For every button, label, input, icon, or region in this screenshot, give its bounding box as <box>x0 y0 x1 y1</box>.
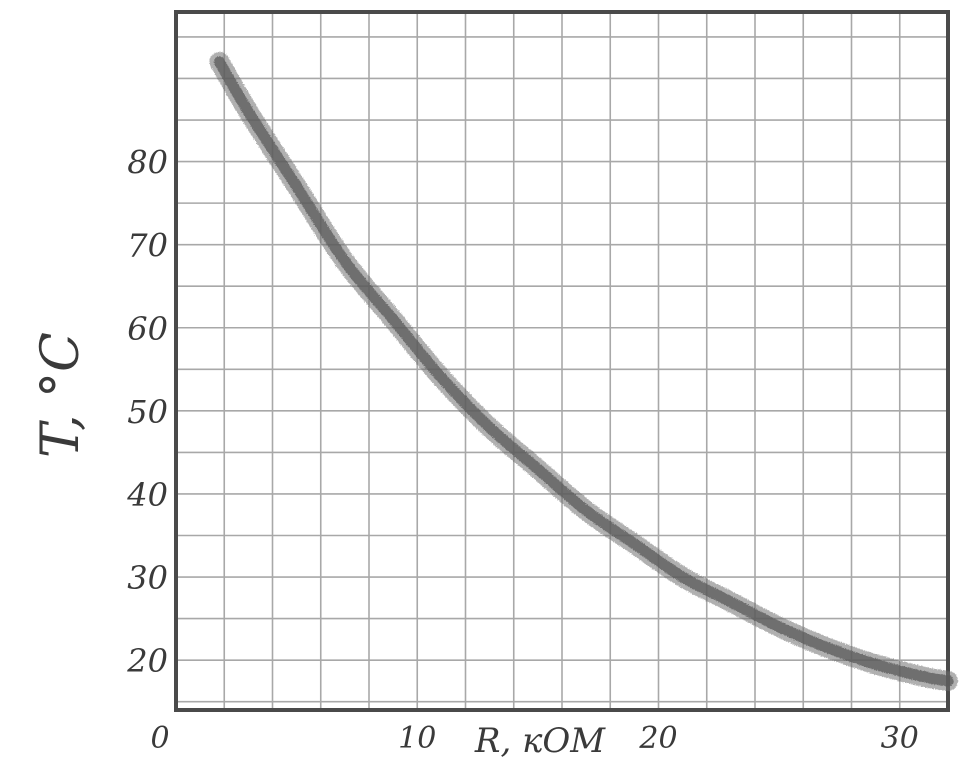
y-tick-label: 30 <box>127 559 168 597</box>
y-tick-label: 80 <box>127 144 168 182</box>
x-tick-label: 20 <box>638 721 677 756</box>
y-tick-label: 20 <box>126 642 168 680</box>
y-tick-label: 70 <box>127 227 168 265</box>
x-axis-label: R, кОМ <box>474 721 606 758</box>
series-line-shade <box>209 51 958 691</box>
series-line <box>213 56 954 687</box>
y-tick-label: 60 <box>127 310 168 348</box>
x-tick-label: 30 <box>881 721 919 756</box>
y-tick-label: 40 <box>126 476 168 514</box>
y-axis-label: T, °C <box>31 332 91 458</box>
plot-frame <box>174 10 950 712</box>
grid <box>176 12 948 710</box>
y-tick-label: 50 <box>127 393 168 431</box>
x-tick-label: 0 <box>150 721 169 756</box>
tick-labels: 20 30 40 50 60 70 80 0 10 20 30 <box>126 144 919 756</box>
series-layer <box>209 51 958 691</box>
x-tick-label: 10 <box>398 721 436 756</box>
